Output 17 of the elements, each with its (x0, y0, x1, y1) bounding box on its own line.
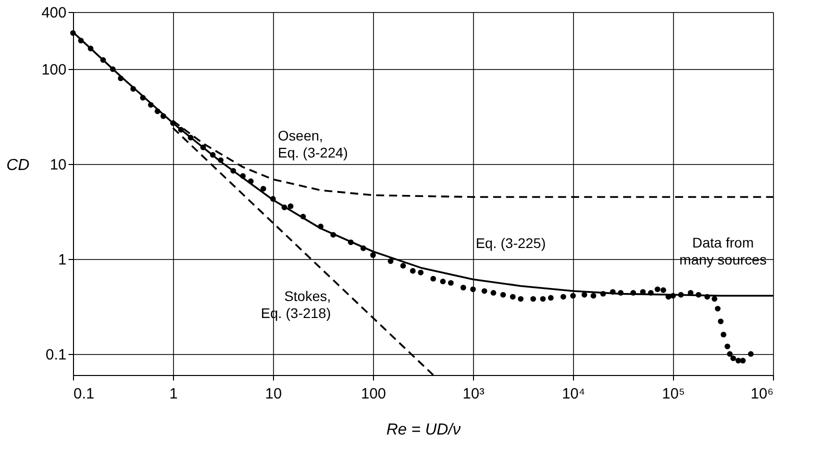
x-tick-label: 1 (169, 386, 178, 402)
y-tick-label: 100 (41, 62, 66, 79)
x-tick-label: 10³ (462, 386, 484, 402)
y-tick-label: 400 (41, 4, 66, 22)
x-axis-title: Re = UD/ν (386, 422, 461, 438)
text: Eq. (3-225) (476, 234, 546, 251)
x-tick-label: 10⁶ (750, 386, 774, 402)
series-label: Oseen, Eq. (3-224) (278, 128, 348, 161)
y-axis-title: CD (6, 156, 30, 174)
y-tick-label: 10 (50, 156, 66, 174)
x-tick-label: 10 (265, 386, 282, 402)
x-tick-label: 0.1 (74, 386, 94, 402)
y-tick-label: 1 (58, 252, 66, 269)
y-tick-label: 0.1 (46, 346, 66, 364)
x-tick-label: 100 (360, 386, 386, 402)
x-tick-label: 10⁵ (662, 386, 685, 402)
x-tick-label: 10⁴ (562, 386, 586, 402)
